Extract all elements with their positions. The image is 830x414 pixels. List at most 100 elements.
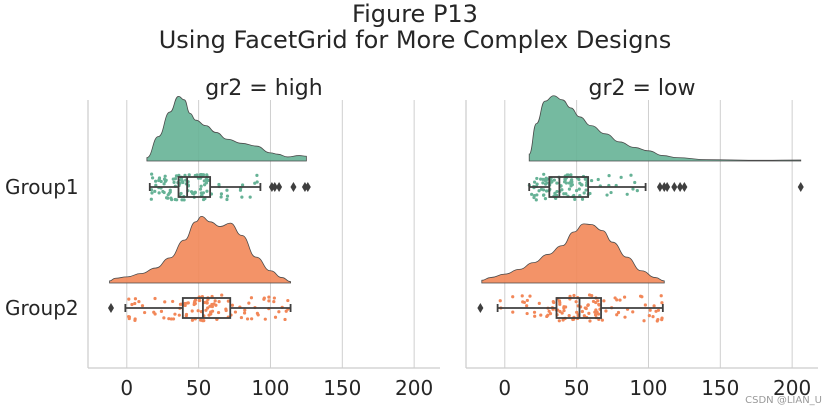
rain-dot <box>219 192 224 196</box>
rain-dot <box>154 183 158 187</box>
rain-dot <box>206 306 210 310</box>
rain-dot <box>240 195 244 199</box>
rain-dot <box>140 304 145 308</box>
rain-dot <box>607 174 611 178</box>
rain-dot <box>633 180 637 185</box>
x-tick-label: 200 <box>395 376 433 400</box>
rain-dot <box>164 178 168 182</box>
rain-dot <box>178 302 183 306</box>
rain-dot <box>220 293 224 297</box>
rain-dot <box>631 310 635 314</box>
rain-dot <box>286 298 290 303</box>
rain-dot <box>195 173 199 177</box>
rain-dot <box>272 299 276 304</box>
rain-dot <box>184 314 188 318</box>
rain-dot <box>541 177 545 181</box>
rain-dot <box>532 180 537 184</box>
rain-dot <box>584 306 588 311</box>
rain-dot <box>525 311 529 316</box>
rain-dot <box>193 298 198 302</box>
rain-dot <box>262 297 266 301</box>
rain-dot <box>577 187 581 191</box>
rain-dot <box>604 309 608 313</box>
rain-dot <box>133 297 138 301</box>
rain-dot <box>555 181 559 185</box>
rain-dot <box>150 191 154 195</box>
rain-dot <box>541 193 546 197</box>
rain-dot <box>210 304 214 309</box>
rain-dot <box>596 177 600 182</box>
rain-dot <box>273 315 278 319</box>
y-tick-label: Group2 <box>5 296 79 320</box>
rain-dot <box>149 197 153 201</box>
rain-dot <box>217 300 221 304</box>
rain-dot <box>247 301 251 305</box>
rain-dot <box>202 318 206 323</box>
rain-dot <box>625 192 629 196</box>
box-iqr <box>548 176 590 198</box>
rain-dot <box>208 304 212 308</box>
rain-dot <box>558 300 562 305</box>
figure-title: Figure P13 <box>352 0 478 28</box>
rain-dot <box>239 315 244 320</box>
rain-dot <box>532 195 536 200</box>
rain-dot <box>171 177 175 181</box>
x-tick-label: 50 <box>564 376 589 400</box>
rain-dot <box>574 188 579 193</box>
rain-dot <box>230 303 234 307</box>
rain-dot <box>130 302 134 307</box>
rain-dot <box>197 298 201 303</box>
rain-dot <box>563 180 567 184</box>
rain-dot <box>580 183 584 187</box>
density-cloud-group2 <box>481 223 665 284</box>
rain-dot <box>618 298 622 302</box>
rain-dot <box>590 178 594 183</box>
rain-dot <box>153 189 157 193</box>
rain-dot <box>552 178 556 182</box>
rain-dot <box>255 180 259 184</box>
rain-dot <box>590 294 594 298</box>
rain-dot <box>127 316 131 321</box>
rain-dot <box>623 315 627 319</box>
rain-dot <box>249 296 254 300</box>
rain-dot <box>552 300 556 305</box>
rain-dot <box>133 301 137 306</box>
rain-dot <box>615 298 619 302</box>
rain-dot <box>535 193 539 197</box>
outlier-marker <box>477 303 484 313</box>
rain-dot <box>240 183 245 187</box>
outlier-marker <box>304 182 311 192</box>
watermark-text: CSDN @LIAN_U <box>745 395 822 406</box>
rain-dot <box>584 188 588 192</box>
rain-dot <box>174 174 179 178</box>
rain-dot <box>198 187 203 191</box>
rain-dot <box>190 309 194 313</box>
rain-dot <box>539 313 543 317</box>
rain-dot <box>175 198 179 202</box>
rain-dot <box>163 174 167 178</box>
rain-dot <box>573 197 577 202</box>
panel-title: gr2 = low <box>589 76 696 101</box>
rain-dot <box>511 295 515 299</box>
rain-dot <box>525 304 529 308</box>
rain-dot <box>256 313 260 317</box>
rain-dot <box>654 309 658 313</box>
rain-dot <box>566 173 570 177</box>
rain-dot <box>568 180 572 185</box>
x-tick-label: 0 <box>498 376 511 400</box>
rain-dot <box>594 300 598 305</box>
outlier-marker <box>656 182 663 192</box>
rain-dot <box>248 195 252 199</box>
rain-dot <box>137 299 141 304</box>
outlier-marker <box>677 182 684 192</box>
rain-dot <box>133 317 137 321</box>
rain-dot <box>162 190 166 195</box>
rain-dot <box>534 198 538 202</box>
rain-dot <box>167 317 171 321</box>
density-cloud-group2 <box>109 215 291 284</box>
rain-dot <box>204 308 208 312</box>
rain-dot <box>172 180 176 184</box>
rain-dot <box>574 300 578 304</box>
rain-dot <box>199 184 203 188</box>
rain-dot <box>162 316 166 320</box>
